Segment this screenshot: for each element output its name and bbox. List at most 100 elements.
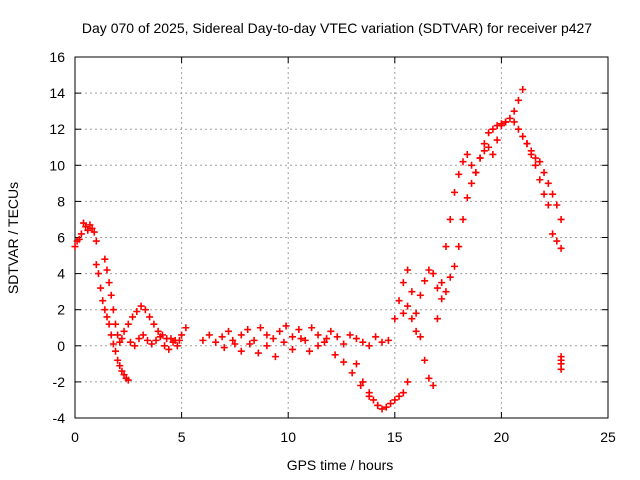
data-point <box>133 308 141 316</box>
data-point <box>101 255 109 263</box>
data-point <box>120 371 128 379</box>
data-point <box>231 340 239 348</box>
data-point <box>557 244 565 252</box>
data-point <box>557 215 565 223</box>
data-point <box>297 335 305 343</box>
data-point <box>374 401 382 409</box>
data-point <box>463 150 471 158</box>
axis-ticks: 0 5 10 15 20 25 -4 -2 0 2 4 6 8 10 12 14 16 <box>49 49 616 445</box>
data-point <box>365 389 373 397</box>
data-point <box>112 347 120 355</box>
data-point <box>80 219 88 227</box>
data-point <box>378 338 386 346</box>
data-point <box>549 190 557 198</box>
data-point <box>502 118 510 126</box>
data-point <box>433 284 441 292</box>
y-tick-label: 0 <box>57 338 65 354</box>
data-point <box>404 266 412 274</box>
data-point <box>549 230 557 238</box>
data-point <box>237 331 245 339</box>
data-point <box>314 331 322 339</box>
data-point <box>237 347 245 355</box>
x-tick-label: 5 <box>178 429 186 445</box>
data-point <box>175 336 183 344</box>
data-point <box>109 340 117 348</box>
data-point <box>408 315 416 323</box>
data-point <box>553 237 561 245</box>
data-point <box>314 342 322 350</box>
data-point <box>288 333 296 341</box>
data-point <box>497 120 505 128</box>
data-point <box>450 188 458 196</box>
data-point <box>514 96 522 104</box>
data-point <box>416 333 424 341</box>
data-point <box>84 226 92 234</box>
y-tick-label: 12 <box>49 121 65 137</box>
x-axis-label: GPS time / hours <box>287 457 394 473</box>
data-point <box>536 158 544 166</box>
data-point <box>412 309 420 317</box>
data-point <box>114 356 122 364</box>
data-point <box>429 382 437 390</box>
data-point <box>514 125 522 133</box>
data-point <box>446 273 454 281</box>
data-point <box>340 358 348 366</box>
data-point <box>416 291 424 299</box>
y-tick-label: 4 <box>57 266 65 282</box>
data-point <box>540 169 548 177</box>
data-point <box>510 118 518 126</box>
data-point <box>99 297 107 305</box>
data-point <box>229 336 237 344</box>
data-point <box>156 333 164 341</box>
data-point <box>485 143 493 151</box>
x-tick-label: 20 <box>494 429 510 445</box>
data-point <box>129 313 137 321</box>
data-point <box>109 306 117 314</box>
data-point <box>442 288 450 296</box>
data-point <box>141 306 149 314</box>
data-point <box>399 309 407 317</box>
data-point <box>468 161 476 169</box>
data-point <box>131 342 139 350</box>
data-point <box>167 335 175 343</box>
data-point <box>459 215 467 223</box>
data-point <box>124 376 132 384</box>
data-point <box>182 324 190 332</box>
data-point <box>124 320 132 328</box>
data-point <box>137 302 145 310</box>
data-point <box>450 262 458 270</box>
data-point <box>103 313 111 321</box>
x-tick-label: 25 <box>600 429 616 445</box>
data-point <box>540 190 548 198</box>
data-point <box>372 333 380 341</box>
data-point <box>359 378 367 386</box>
data-point <box>271 353 279 361</box>
data-point <box>105 279 113 287</box>
data-point <box>442 243 450 251</box>
y-tick-label: -4 <box>53 410 66 426</box>
x-tick-label: 0 <box>71 429 79 445</box>
data-point <box>107 291 115 299</box>
data-point <box>519 85 527 93</box>
y-tick-label: 8 <box>57 193 65 209</box>
data-point <box>254 349 262 357</box>
data-point <box>346 331 354 339</box>
data-point <box>544 201 552 209</box>
data-point <box>165 345 173 353</box>
data-point <box>306 347 314 355</box>
data-point <box>506 114 514 122</box>
y-axis-label: SDTVAR / TECUs <box>5 182 21 294</box>
data-point <box>523 140 531 148</box>
data-point <box>395 392 403 400</box>
y-tick-label: 10 <box>49 157 65 173</box>
data-point <box>480 147 488 155</box>
data-point <box>143 336 151 344</box>
data-point <box>150 320 158 328</box>
data-point <box>327 327 335 335</box>
data-point <box>320 338 328 346</box>
data-point <box>282 322 290 330</box>
data-point <box>178 331 186 339</box>
data-point <box>404 302 412 310</box>
data-point <box>489 125 497 133</box>
